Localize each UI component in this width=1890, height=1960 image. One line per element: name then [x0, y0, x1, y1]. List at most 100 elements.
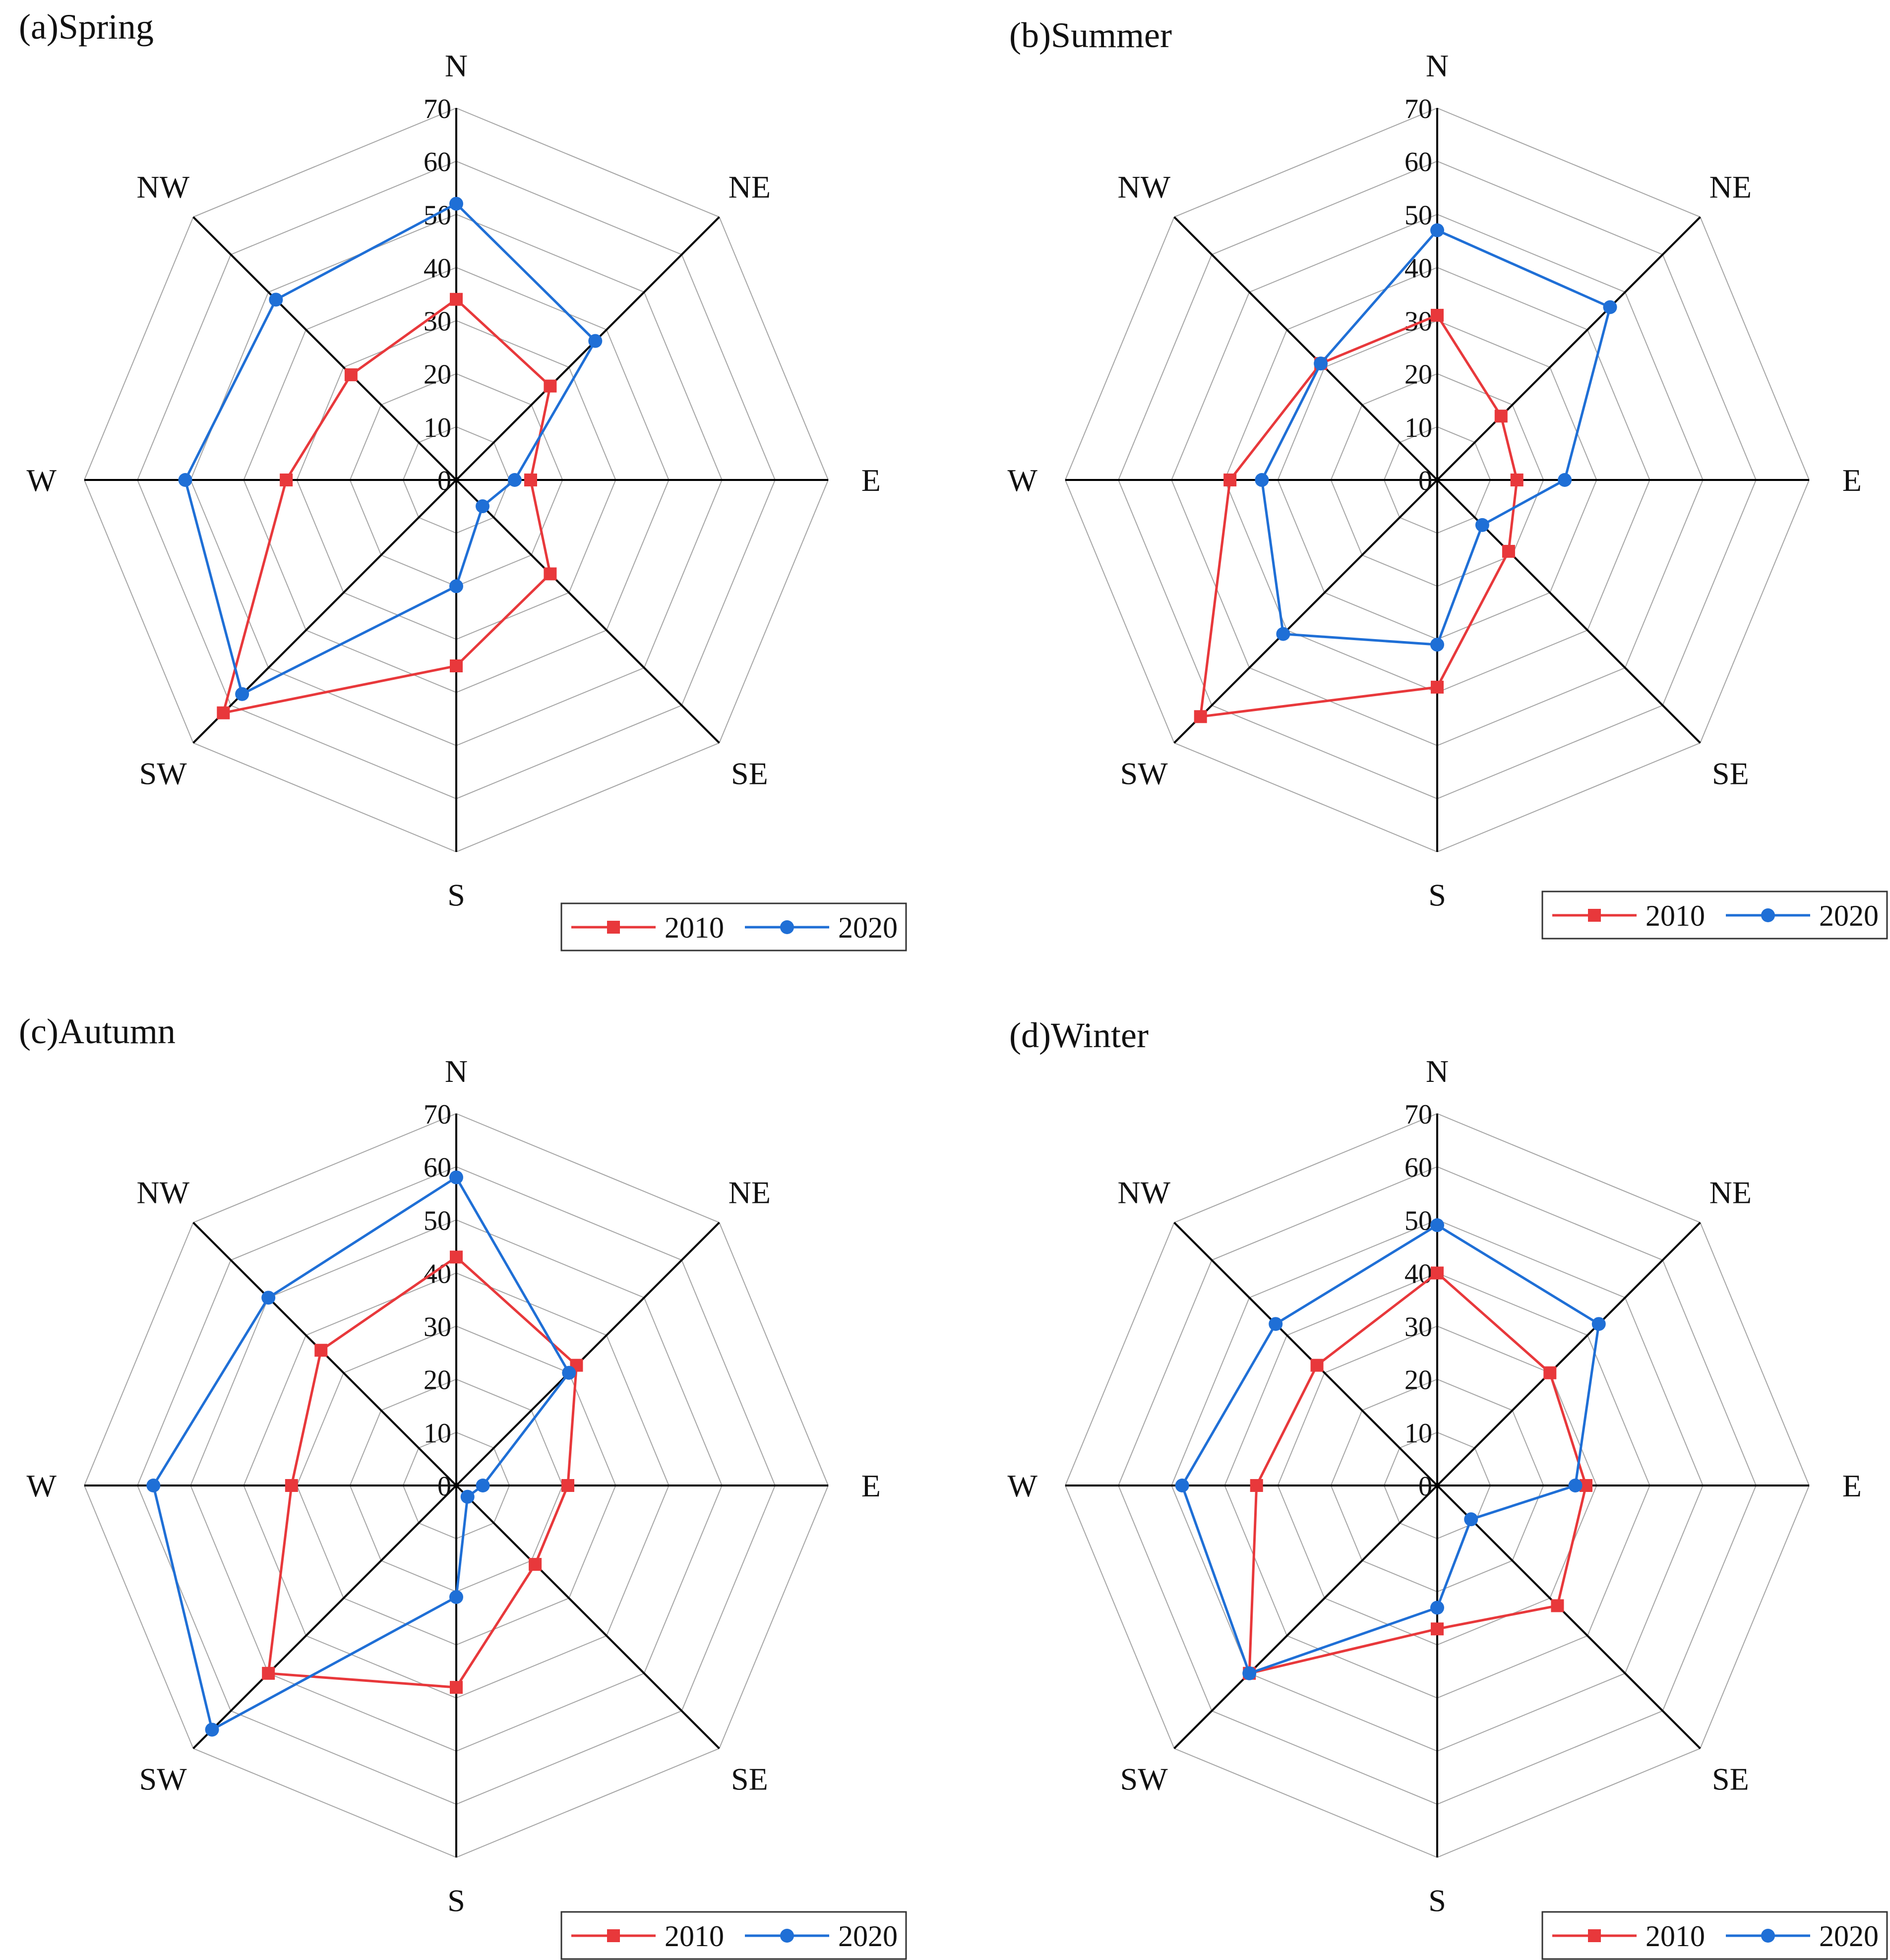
- direction-label-northeast: NE: [729, 1175, 771, 1210]
- axis-northwest: [1173, 216, 1438, 481]
- legend: 2010 2020: [1541, 1911, 1888, 1960]
- tick-label: 40: [1404, 253, 1432, 284]
- legend-marker-2010: [1588, 1929, 1601, 1942]
- direction-label-west: W: [27, 1468, 57, 1503]
- point-2010-east: [524, 474, 537, 486]
- legend-label-2010: 2010: [665, 1920, 724, 1953]
- point-2020-east: [507, 473, 522, 487]
- legend-marker-2020: [780, 1929, 794, 1943]
- tick-label: 20: [424, 1365, 451, 1396]
- axis-northeast: [455, 1222, 720, 1486]
- point-2020-west: [1175, 1479, 1189, 1492]
- point-2010-northwest: [1310, 1359, 1324, 1372]
- legend-label-2020: 2020: [838, 1920, 898, 1953]
- legend: 2010 2020: [1541, 891, 1888, 940]
- tick-label: 0: [1418, 1471, 1432, 1502]
- direction-label-southeast: SE: [731, 756, 768, 791]
- tick-label: 40: [424, 253, 451, 284]
- series-line-2010: [267, 1255, 578, 1689]
- point-2020-northeast: [1591, 1317, 1606, 1331]
- point-2010-southeast: [544, 567, 557, 581]
- direction-label-north: N: [445, 48, 468, 83]
- tick-label: 60: [1404, 147, 1432, 178]
- tick-label: 0: [1418, 466, 1432, 496]
- direction-label-northwest: NW: [136, 170, 189, 205]
- point-2010-west: [285, 1479, 298, 1492]
- legend: 2010 2020: [560, 902, 907, 951]
- point-2020-southeast: [476, 499, 490, 514]
- direction-label-northwest: NW: [136, 1175, 189, 1210]
- point-2010-southeast: [529, 1558, 542, 1571]
- direction-label-east: E: [1842, 1468, 1862, 1503]
- panel-summer: (b)Summer N NE E SE S SW W NW 0 10 20 30 40 50 60 70 201…: [1008, 15, 1888, 940]
- panel-winter: (d)Winter NNEESESSWWNW010203040506070201…: [1008, 1015, 1888, 1960]
- point-2020-northeast: [588, 334, 603, 348]
- axis-southeast: [455, 479, 720, 744]
- point-2020-north: [1430, 1218, 1444, 1232]
- legend-label-2010: 2010: [665, 911, 724, 944]
- direction-label-south: S: [447, 1883, 465, 1918]
- axis-southwest: [1173, 479, 1438, 744]
- legend-marker-2010: [607, 1929, 620, 1942]
- direction-label-north: N: [1426, 48, 1449, 83]
- point-2020-north: [449, 1170, 463, 1185]
- legend-marker-2020: [1761, 908, 1775, 922]
- series-line-2010: [1199, 314, 1519, 718]
- point-2010-south: [450, 659, 463, 672]
- direction-label-east: E: [1842, 463, 1862, 498]
- point-2010-north: [450, 293, 463, 306]
- point-2010-east: [1510, 474, 1524, 486]
- series-line-2020: [184, 202, 597, 696]
- direction-label-northeast: NE: [729, 170, 771, 205]
- tick-label: 70: [424, 94, 451, 124]
- axis-southwest: [1173, 1485, 1438, 1749]
- panel-title: (c)Autumn: [19, 1011, 176, 1051]
- tick-label: 50: [1404, 200, 1432, 231]
- direction-label-south: S: [447, 877, 465, 912]
- point-2020-southeast: [1475, 518, 1489, 532]
- point-2010-north: [1431, 1266, 1444, 1280]
- point-2010-southeast: [1551, 1599, 1564, 1612]
- point-2020-south: [1430, 638, 1444, 652]
- direction-label-southwest: SW: [1120, 756, 1168, 791]
- point-2020-east: [1558, 473, 1572, 487]
- direction-label-north: N: [1426, 1054, 1449, 1089]
- series-line-2010: [222, 298, 551, 714]
- point-2010-east: [561, 1479, 574, 1492]
- panel-title: (a)Spring: [19, 7, 154, 47]
- direction-label-northeast: NE: [1709, 170, 1752, 205]
- axis-northeast: [1436, 1222, 1701, 1486]
- tick-label: 0: [437, 466, 451, 496]
- tick-label: 30: [424, 306, 451, 337]
- direction-label-west: W: [27, 463, 57, 498]
- point-2020-northeast: [562, 1366, 576, 1380]
- legend: 2010 2020: [560, 1911, 907, 1960]
- tick-label: 20: [1404, 1365, 1432, 1396]
- point-2020-southwest: [205, 1722, 219, 1737]
- direction-label-west: W: [1008, 1468, 1038, 1503]
- tick-label: 50: [424, 1205, 451, 1236]
- direction-label-southeast: SE: [1712, 756, 1749, 791]
- tick-label: 10: [1404, 1418, 1432, 1449]
- direction-label-west: W: [1008, 463, 1038, 498]
- legend-label-2010: 2010: [1646, 899, 1705, 932]
- tick-label: 30: [1404, 1312, 1432, 1343]
- legend-label-2020: 2020: [1819, 1920, 1879, 1953]
- point-2010-west: [280, 474, 293, 486]
- tick-label: 10: [424, 1418, 451, 1449]
- point-2020-north: [449, 196, 463, 211]
- axis-northwest: [192, 216, 457, 481]
- axis-southeast: [1436, 1485, 1701, 1749]
- axis-southwest: [192, 479, 457, 744]
- point-2010-northwest: [314, 1344, 328, 1357]
- series-line-2020: [152, 1176, 570, 1731]
- point-2010-south: [1431, 680, 1444, 694]
- point-2010-southwest: [1194, 710, 1207, 723]
- point-2020-southwest: [1276, 627, 1290, 641]
- point-2010-west: [1250, 1479, 1263, 1492]
- tick-label: 70: [424, 1099, 451, 1130]
- axis-northeast: [1436, 216, 1701, 481]
- point-2020-southeast: [1464, 1512, 1478, 1527]
- legend-label-2020: 2020: [838, 911, 898, 944]
